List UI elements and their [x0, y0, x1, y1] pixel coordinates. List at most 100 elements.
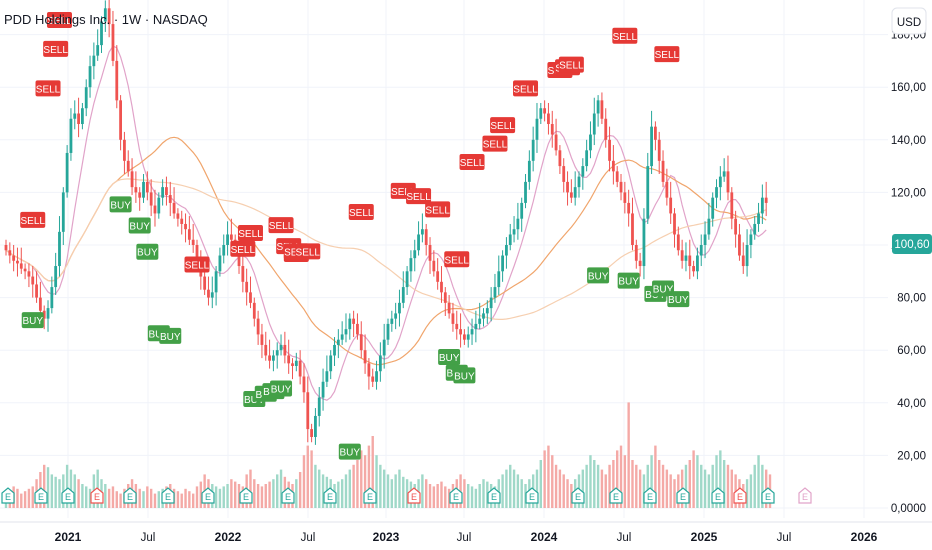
time-axis[interactable]: 2021 Jul 2022 Jul 2023 Jul 2024 Jul 2025 Jul 2026: [55, 530, 878, 544]
candle-body: [676, 234, 680, 251]
currency-label: USD: [897, 17, 921, 29]
volume-bar: [46, 467, 50, 508]
candle-body: [359, 334, 363, 351]
volume-bar: [65, 464, 69, 508]
candle-body: [84, 87, 88, 109]
volume-bar: [722, 460, 726, 508]
candle-body: [375, 371, 378, 382]
signal-text: SELL: [391, 187, 416, 198]
sell-signal: [20, 211, 46, 228]
volume-bar: [665, 469, 669, 508]
candle-body: [294, 360, 298, 366]
candle-body: [741, 255, 745, 267]
price-axis[interactable]: 0,000020,0040,0060,0080,00100,00120,0014…: [891, 30, 926, 515]
earnings-letter: E: [5, 492, 11, 502]
volume-bar: [379, 464, 382, 508]
volume-bar: [146, 486, 149, 508]
signal-labels: SELLSELLSELLSELLSELLSELLSELLSELLSELLSELL…: [20, 11, 690, 460]
currency-button[interactable]: USD: [891, 7, 927, 35]
candle-body: [722, 171, 726, 177]
volume-bar: [348, 469, 351, 508]
candle-body: [619, 181, 623, 193]
candle-body: [287, 355, 291, 364]
candle-body: [573, 187, 577, 198]
time-tick: Jul: [777, 532, 792, 544]
candle-body: [180, 218, 184, 224]
signal-text: SELL: [460, 158, 485, 169]
time-tick: 2025: [691, 530, 718, 544]
earnings-marker: [449, 487, 463, 504]
candle-body: [325, 371, 329, 382]
candle-body: [340, 334, 344, 340]
volume-bar: [719, 450, 722, 508]
earnings-letter: E: [765, 492, 771, 502]
volume-bar: [363, 455, 367, 508]
candle-body: [126, 160, 130, 172]
signal-text: BUY: [340, 448, 361, 459]
volume-bar: [69, 469, 73, 508]
buy-signal: [109, 196, 132, 213]
candle-body: [88, 66, 92, 88]
candle-body: [650, 126, 653, 167]
sell-signal: [295, 243, 321, 260]
candle-body: [31, 276, 35, 285]
candle-body: [485, 308, 489, 314]
buy-signal: [453, 367, 476, 384]
candle-body: [367, 363, 371, 377]
volume-bar: [638, 469, 642, 508]
candle-body: [321, 381, 325, 398]
candle-body: [138, 192, 142, 198]
earnings-letter: E: [647, 492, 653, 502]
earnings-letter: E: [575, 492, 581, 502]
volume-bar: [543, 450, 546, 508]
signal-text: SELL: [655, 50, 680, 61]
volume-bar: [402, 476, 405, 508]
symbol-title[interactable]: PDD Holdings Inc. · 1W · NASDAQ: [4, 12, 208, 27]
volume-bar: [619, 445, 623, 508]
volume-bar: [230, 479, 233, 508]
candle-body: [77, 113, 80, 125]
candle-body: [405, 271, 409, 288]
volume-bar: [447, 488, 451, 508]
candle-body: [256, 318, 260, 335]
volume-bar: [486, 481, 489, 508]
candle-body: [195, 245, 199, 259]
earnings-letter: E: [94, 492, 100, 502]
volume-bar: [669, 474, 672, 508]
volume-bar: [218, 488, 222, 508]
volume-bar: [43, 464, 46, 508]
candle-body: [172, 202, 176, 214]
volume-bar: [27, 488, 31, 508]
candle-body: [478, 318, 482, 324]
candle-body: [245, 281, 249, 293]
candle-body: [348, 318, 352, 330]
volume-bar: [394, 474, 397, 508]
volume-bar: [344, 474, 348, 508]
candle-body: [424, 229, 428, 245]
volume-bar: [298, 472, 302, 508]
candle-body: [527, 160, 531, 182]
earnings-marker: [761, 487, 775, 504]
candle-body: [123, 139, 126, 161]
last-price-label: 100,60: [894, 239, 929, 251]
volume-bar: [520, 479, 523, 508]
earnings-letter: E: [737, 492, 743, 502]
volume-bar: [470, 486, 474, 508]
candle-body: [226, 234, 229, 245]
sell-signal: [43, 40, 69, 57]
earnings-marker: [281, 487, 295, 504]
earnings-marker: [643, 487, 657, 504]
candle-body: [27, 271, 31, 277]
candle-body: [642, 218, 646, 267]
candle-body: [61, 192, 65, 232]
candle-body: [352, 318, 356, 324]
candle-body: [73, 113, 77, 119]
volume-bar: [16, 488, 19, 508]
earnings-letter: E: [367, 492, 373, 502]
candle-body: [107, 8, 111, 25]
volume-bar: [684, 464, 688, 508]
last-price-tag: 100,60: [892, 234, 932, 254]
volume-bar: [642, 474, 646, 508]
